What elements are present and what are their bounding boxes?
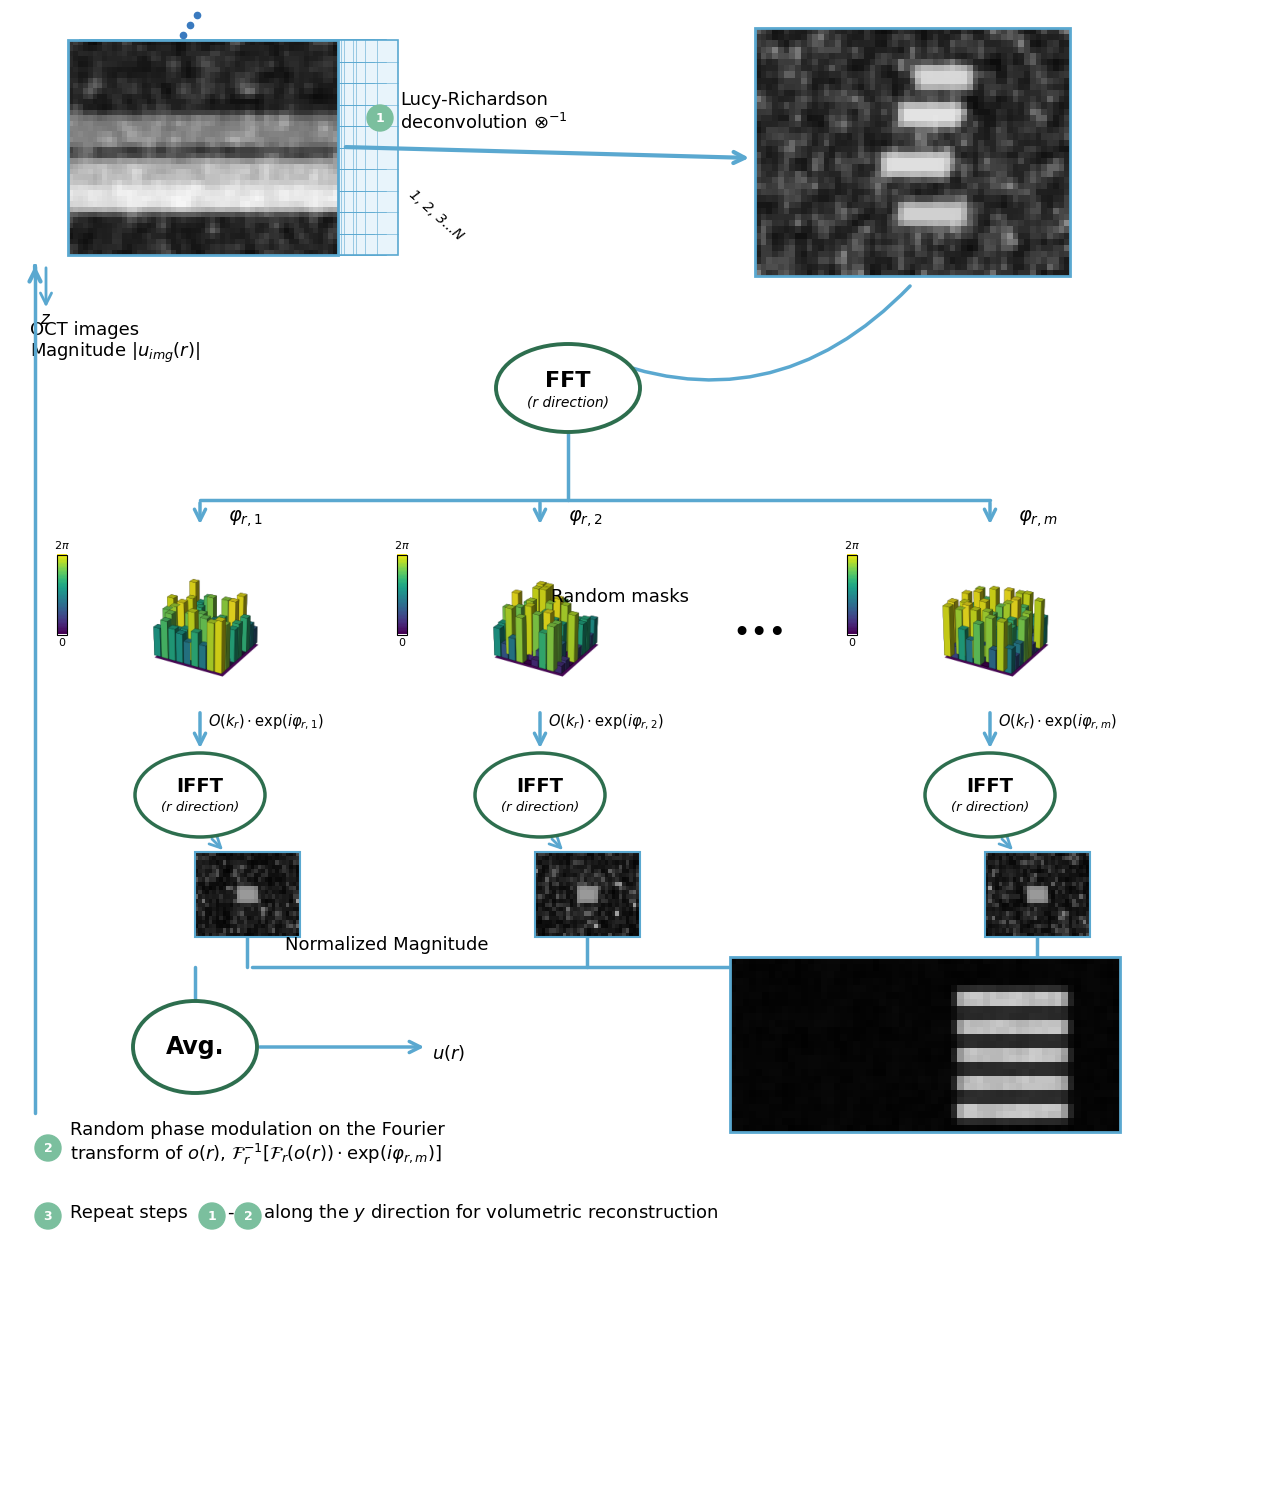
Circle shape xyxy=(367,106,393,131)
Bar xyxy=(79,41,349,255)
Text: $\varphi_{r,m}$: $\varphi_{r,m}$ xyxy=(1018,508,1057,529)
Bar xyxy=(116,41,387,255)
Bar xyxy=(92,41,362,255)
Bar xyxy=(986,852,1091,936)
Text: 0: 0 xyxy=(849,638,855,648)
Text: Normalized Magnitude: Normalized Magnitude xyxy=(285,936,489,955)
Circle shape xyxy=(35,1136,61,1161)
Text: 1: 1 xyxy=(375,112,384,125)
Text: transform of $o(r)$, $\mathcal{F}_r^{-1}[\mathcal{F}_r(o(r))\cdot\exp(i\varphi_{: transform of $o(r)$, $\mathcal{F}_r^{-1}… xyxy=(70,1142,442,1167)
Text: $\varphi_{r,2}$: $\varphi_{r,2}$ xyxy=(568,508,603,529)
Text: 3: 3 xyxy=(44,1209,52,1223)
Bar xyxy=(730,958,1120,1133)
Ellipse shape xyxy=(497,344,640,431)
Ellipse shape xyxy=(475,752,605,837)
Text: (r direction): (r direction) xyxy=(527,395,609,409)
Text: z: z xyxy=(40,311,49,329)
Ellipse shape xyxy=(134,752,265,837)
Text: (r direction): (r direction) xyxy=(161,801,239,813)
Ellipse shape xyxy=(133,1001,257,1093)
Circle shape xyxy=(198,1203,225,1229)
Text: •••: ••• xyxy=(733,618,787,648)
Text: $2\pi$: $2\pi$ xyxy=(54,538,70,550)
Text: $O(k_r)\cdot\exp(i\varphi_{r,1})$: $O(k_r)\cdot\exp(i\varphi_{r,1})$ xyxy=(207,712,324,731)
Text: $o(r)$: $o(r)$ xyxy=(756,134,790,154)
Text: Magnitude $|u_{img}(r)|$: Magnitude $|u_{img}(r)|$ xyxy=(29,341,200,365)
Text: 1, 2, 3...N: 1, 2, 3...N xyxy=(406,187,466,243)
Bar xyxy=(535,852,640,936)
Text: (r direction): (r direction) xyxy=(951,801,1029,813)
Bar xyxy=(128,41,398,255)
Ellipse shape xyxy=(925,752,1055,837)
Text: (r direction): (r direction) xyxy=(500,801,579,813)
Text: Avg.: Avg. xyxy=(165,1034,224,1059)
Text: $\varphi_{r,1}$: $\varphi_{r,1}$ xyxy=(228,508,262,529)
Text: $2\pi$: $2\pi$ xyxy=(844,538,860,550)
Text: Random masks: Random masks xyxy=(550,588,689,606)
Text: IFFT: IFFT xyxy=(966,778,1014,796)
Bar xyxy=(104,41,374,255)
Text: FFT: FFT xyxy=(545,371,591,391)
Text: $u(r)$: $u(r)$ xyxy=(433,1044,466,1063)
Bar xyxy=(68,41,338,255)
Circle shape xyxy=(35,1203,61,1229)
Text: -: - xyxy=(228,1203,241,1221)
Text: Repeat steps: Repeat steps xyxy=(70,1203,193,1221)
Bar xyxy=(58,555,67,635)
Text: 0: 0 xyxy=(59,638,65,648)
Text: $2\pi$: $2\pi$ xyxy=(394,538,410,550)
Text: along the $y$ direction for volumetric reconstruction: along the $y$ direction for volumetric r… xyxy=(262,1202,718,1224)
Bar xyxy=(397,555,407,635)
Text: $O(k_r)\cdot\exp(i\varphi_{r,m})$: $O(k_r)\cdot\exp(i\varphi_{r,m})$ xyxy=(998,712,1117,731)
Text: 2: 2 xyxy=(44,1142,52,1155)
Bar xyxy=(195,852,300,936)
Text: IFFT: IFFT xyxy=(177,778,224,796)
Text: 1: 1 xyxy=(207,1209,216,1223)
Text: IFFT: IFFT xyxy=(517,778,563,796)
Text: 2: 2 xyxy=(243,1209,252,1223)
Text: 0: 0 xyxy=(398,638,406,648)
Text: OCT images: OCT images xyxy=(29,321,140,339)
Text: Random phase modulation on the Fourier: Random phase modulation on the Fourier xyxy=(70,1120,445,1139)
Bar xyxy=(847,555,858,635)
Text: $O(k_r)\cdot\exp(i\varphi_{r,2})$: $O(k_r)\cdot\exp(i\varphi_{r,2})$ xyxy=(548,712,663,731)
Text: Lucy-Richardson: Lucy-Richardson xyxy=(399,90,548,109)
Text: deconvolution $\otimes^{-1}$: deconvolution $\otimes^{-1}$ xyxy=(399,113,568,133)
Bar xyxy=(755,29,1070,276)
Circle shape xyxy=(236,1203,261,1229)
